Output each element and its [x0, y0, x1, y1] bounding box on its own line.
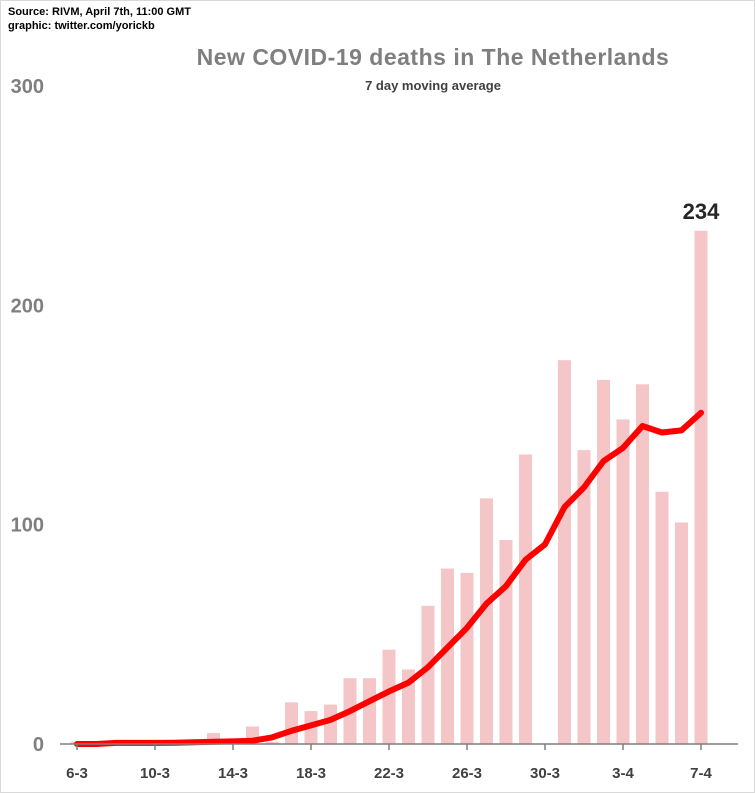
x-tick-label: 22-3 — [374, 765, 404, 782]
x-tick-label: 30-3 — [530, 765, 560, 782]
bar-25-3 — [441, 568, 454, 744]
bar-1-4 — [577, 450, 591, 744]
x-tick-label: 18-3 — [296, 765, 326, 782]
y-tick-label: 200 — [11, 295, 44, 317]
bar-16-3 — [265, 741, 279, 744]
bar-26-3 — [460, 572, 474, 744]
moving-average-line — [74, 409, 704, 747]
bar-7-4 — [694, 230, 708, 744]
x-tick-label: 6-3 — [66, 765, 88, 782]
bar-22-3 — [382, 649, 396, 744]
bar-23-3 — [402, 669, 415, 744]
bar-2-4 — [597, 379, 610, 744]
bar-17-3 — [285, 702, 298, 744]
peak-value-label: 234 — [683, 199, 720, 224]
bar-29-3 — [519, 454, 532, 744]
x-tick-label: 14-3 — [218, 765, 248, 782]
bar-series — [70, 230, 708, 744]
x-axis: 6-3 10-3 14-3 18-3 22-3 26-3 30-3 3-4 7-4 — [60, 743, 738, 782]
data-labels: 234 — [683, 199, 720, 224]
bar-21-3 — [363, 678, 376, 744]
bar-19-3 — [324, 704, 337, 744]
y-tick-label: 100 — [11, 515, 44, 537]
bar-13-3 — [207, 733, 220, 744]
y-axis-labels: 0 100 200 300 — [11, 76, 44, 756]
x-tick-label: 7-4 — [690, 765, 712, 782]
bar-3-4 — [616, 419, 630, 744]
y-tick-label: 0 — [33, 734, 44, 756]
bar-24-3 — [421, 605, 435, 744]
bar-6-4 — [675, 522, 688, 744]
x-tick-label: 3-4 — [612, 765, 634, 782]
source-line: Source: RIVM, April 7th, 11:00 GMT — [8, 6, 191, 18]
source-note: Source: RIVM, April 7th, 11:00 GMT graph… — [8, 5, 191, 33]
graphic-credit-line: graphic: twitter.com/yorickb — [8, 20, 155, 32]
chart-subtitle: 7 day moving average — [365, 78, 501, 93]
x-tick-label: 10-3 — [140, 765, 170, 782]
bar-31-3 — [558, 360, 571, 744]
chart-title: New COVID-19 deaths in The Netherlands — [196, 44, 670, 70]
bar-5-4 — [655, 491, 669, 744]
bar-28-3 — [499, 540, 513, 744]
bar-27-3 — [480, 498, 493, 744]
bar-4-4 — [636, 384, 649, 744]
line-series-layer — [74, 409, 704, 747]
y-tick-label: 300 — [11, 76, 44, 98]
x-tick-label: 26-3 — [452, 765, 482, 782]
